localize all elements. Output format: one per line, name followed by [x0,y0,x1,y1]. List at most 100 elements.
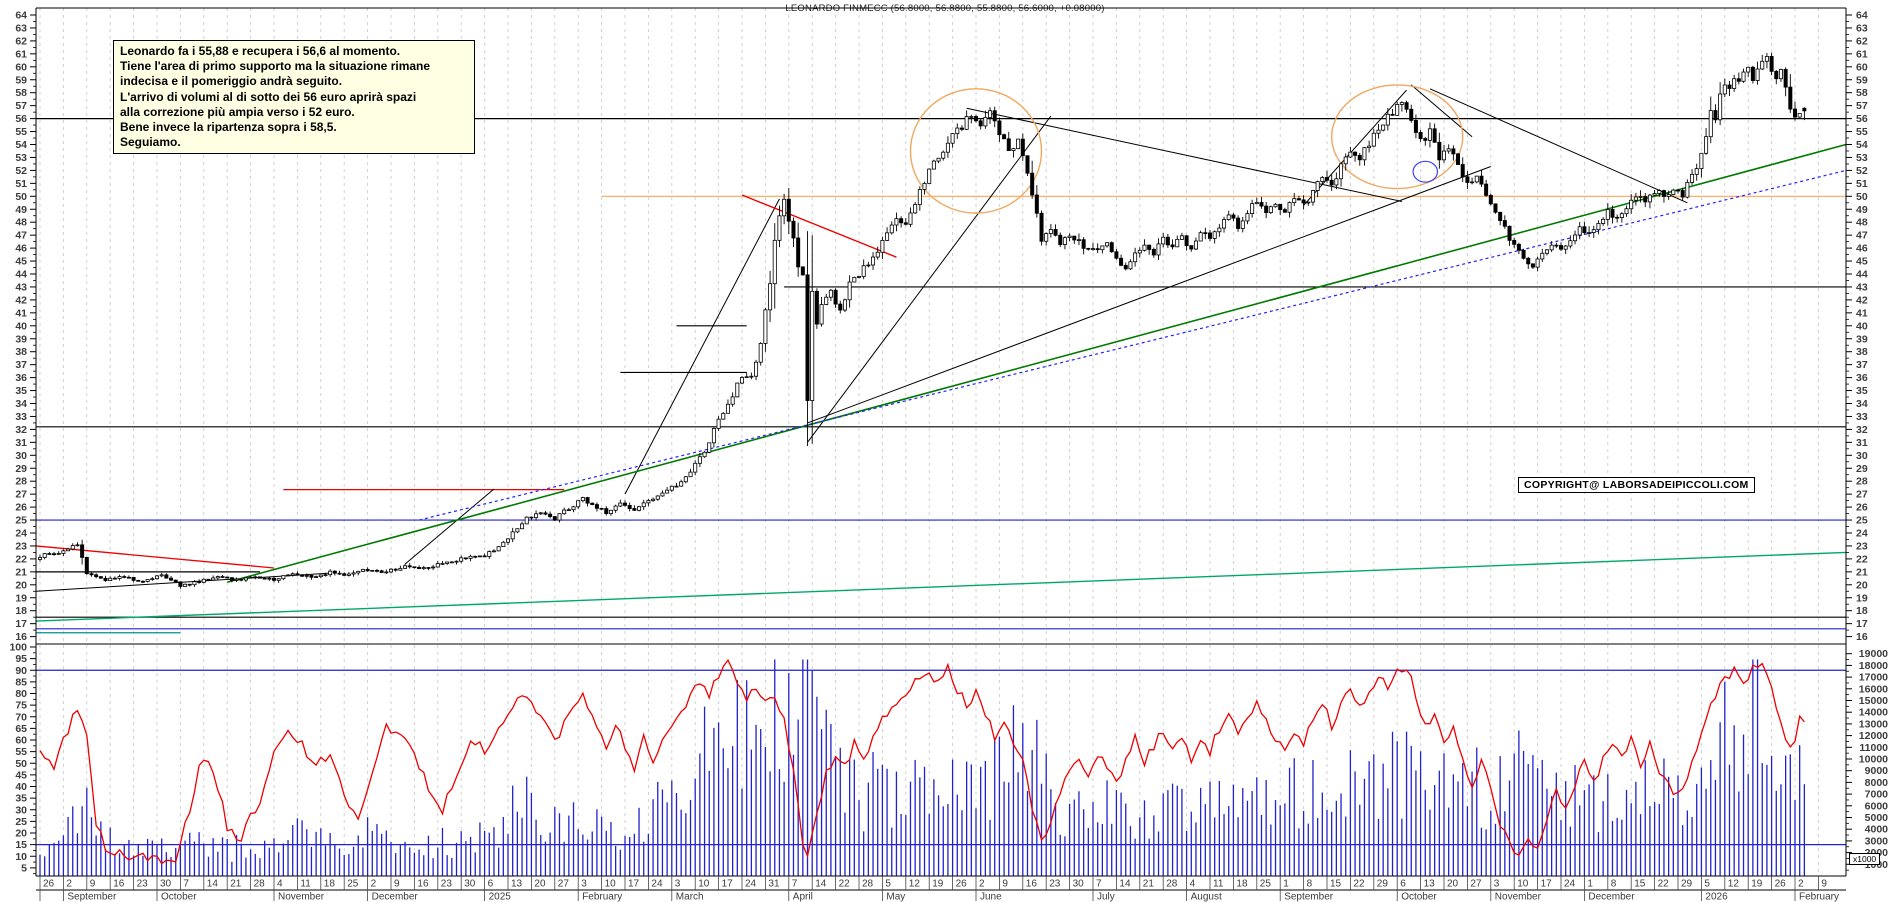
up-candle [1573,234,1578,242]
up-candle [758,343,763,363]
svg-text:50: 50 [15,758,27,770]
down-candle [590,502,595,505]
svg-text:19: 19 [15,592,27,604]
up-candle [1067,235,1072,239]
svg-text:45: 45 [15,256,27,268]
up-candle [253,576,258,579]
up-candle [772,239,777,285]
down-candle [426,567,431,569]
svg-text:53: 53 [15,152,27,164]
overlay-lines [35,84,1847,634]
down-candle [833,289,838,305]
up-candle [314,576,319,578]
svg-text:26: 26 [1856,502,1868,514]
down-candle [1357,154,1362,161]
down-candle [1301,199,1306,204]
svg-text:6: 6 [488,879,494,890]
up-candle [1549,244,1554,251]
svg-text:56: 56 [1856,113,1868,125]
up-candle [950,133,955,144]
svg-text:12000: 12000 [1859,730,1888,742]
svg-text:7: 7 [1096,879,1102,890]
svg-text:23: 23 [15,540,27,552]
down-candle [1554,244,1559,247]
up-candle [665,489,670,494]
svg-text:16: 16 [15,631,27,643]
svg-text:February: February [1799,892,1839,902]
svg-text:45: 45 [1856,256,1868,268]
svg-text:55: 55 [15,746,27,758]
down-candle [627,505,632,509]
svg-text:12: 12 [909,879,921,890]
down-candle [1774,70,1779,80]
svg-text:25: 25 [347,879,359,890]
svg-text:17: 17 [628,879,640,890]
down-candle [271,577,276,581]
svg-text:8: 8 [1611,879,1617,890]
down-candle [1147,244,1152,250]
up-candle [828,289,833,298]
svg-text:63: 63 [1856,22,1868,34]
svg-text:34: 34 [1856,398,1868,410]
down-candle [899,218,904,224]
up-candle [243,577,248,581]
svg-text:20: 20 [1856,579,1868,591]
svg-text:February: February [582,892,622,902]
up-candle [248,576,253,579]
svg-text:3: 3 [1494,879,1500,890]
svg-text:75: 75 [15,700,27,712]
down-candle [838,303,843,311]
up-candle [440,563,445,565]
up-candle [1156,243,1161,256]
down-candle [1437,141,1442,161]
svg-text:17: 17 [722,879,734,890]
svg-text:6000: 6000 [1865,800,1889,812]
svg-text:61: 61 [1856,48,1868,60]
svg-text:65: 65 [15,723,27,735]
up-candle [1694,168,1699,175]
svg-text:25: 25 [1260,879,1272,890]
up-candle [501,541,506,547]
svg-text:59: 59 [1856,74,1868,86]
up-candle [777,215,782,241]
down-candle [992,110,997,122]
down-candle [1512,239,1517,245]
down-candle [1418,132,1423,139]
down-candle [1680,190,1685,198]
down-candle [295,573,300,576]
svg-text:62: 62 [1856,35,1868,47]
svg-text:57: 57 [15,100,27,112]
up-candle [763,309,768,344]
down-candle [1526,257,1531,265]
up-candle [1652,193,1657,196]
volume-unit-label: x1000 [1849,853,1881,865]
up-candle [1624,208,1629,215]
down-candle [585,497,590,504]
up-candle [477,555,482,558]
svg-text:44: 44 [15,269,27,281]
svg-text:24: 24 [15,528,27,540]
up-candle [735,382,740,398]
down-candle [239,578,244,581]
up-candle [1601,218,1606,224]
up-candle [1395,104,1400,116]
svg-text:27: 27 [15,489,27,501]
svg-text:24: 24 [1564,879,1576,890]
up-candle [730,396,735,405]
up-candle [388,568,393,573]
svg-text:23: 23 [441,879,453,890]
svg-text:50: 50 [15,191,27,203]
annotation-line: Leonardo fa i 55,88 e recupera i 56,6 al… [120,44,401,58]
down-candle [1170,244,1175,248]
down-candle [1184,235,1189,247]
up-candle [1666,194,1671,197]
annotation-line: Bene invece la ripartenza sopra i 58,5. [120,120,337,135]
svg-text:April: April [793,892,813,902]
down-candle [178,581,183,587]
svg-text:24: 24 [651,879,663,890]
up-candle [824,296,829,305]
up-candle [459,557,464,562]
down-candle [1353,151,1358,156]
down-candle [1788,86,1793,110]
up-candle [651,498,656,501]
